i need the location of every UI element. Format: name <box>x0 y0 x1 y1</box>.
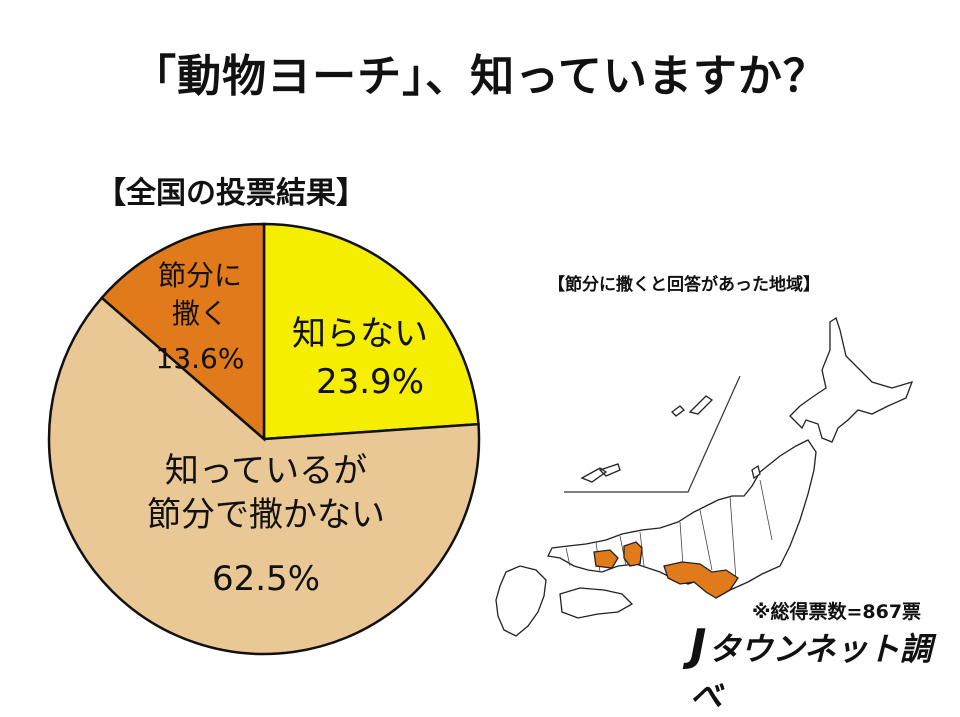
map-kyushu <box>495 565 547 637</box>
map-highlight-kinki-west <box>593 549 619 569</box>
map-sado <box>751 464 761 480</box>
map-hokkaido <box>789 316 914 443</box>
pie-label-0-line-0: 知らない <box>292 314 428 354</box>
votes-note: ※総得票数=867票 <box>752 601 922 623</box>
pie-value-label-1: 62.5% <box>212 559 320 599</box>
map-highlight-kinki <box>623 541 643 567</box>
pie-value-label-2: 13.6% <box>156 342 245 375</box>
pie-label-1-line-0: 知っているが <box>165 451 367 491</box>
pie-label-2-line-1: 撒く <box>172 297 228 330</box>
map-inset-line <box>564 375 741 493</box>
japan-map <box>495 316 914 637</box>
credit-logo: Jタウンネット調べ <box>690 620 960 717</box>
pie-label-1-line-1: 節分で撒かない <box>147 495 385 535</box>
map-title: 【節分に撒くと回答があった地域】 <box>548 275 820 295</box>
map-highlight-tokai <box>663 561 739 599</box>
map-shikoku <box>559 587 634 619</box>
chart-subtitle: 【全国の投票結果】 <box>96 176 366 211</box>
pie-value-label-0: 23.9% <box>316 362 424 402</box>
pie-label-2-line-0: 節分に <box>158 259 242 292</box>
pie-slice-1 <box>47 296 481 656</box>
pie-slice-0 <box>262 222 480 441</box>
credit-text: タウンネット調べ <box>690 630 932 715</box>
credit-j-logo: J <box>690 620 707 671</box>
map-kurils <box>671 395 714 417</box>
map-okinawa <box>580 463 621 483</box>
pie-slice-2 <box>100 222 266 442</box>
page-title: 「動物ヨーチ」、知っていますか？ <box>132 51 828 102</box>
